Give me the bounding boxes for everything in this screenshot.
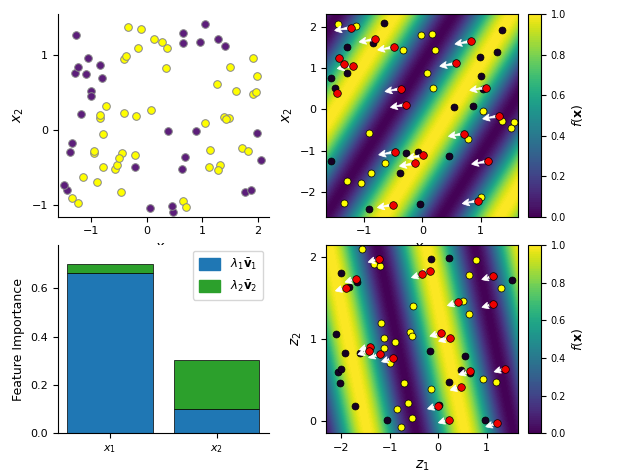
Bar — [67, 273, 152, 433]
Legend: $\lambda_1\bar{\mathbf{v}}_1$, $\lambda_2\bar{\mathbf{v}}_2$: $\lambda_1\bar{\mathbf{v}}_1$, $\lambda_… — [193, 251, 263, 300]
Y-axis label: $x_2$: $x_2$ — [12, 107, 26, 123]
Y-axis label: $x_2$: $x_2$ — [280, 107, 294, 123]
Y-axis label: $z_2$: $z_2$ — [289, 332, 304, 346]
Y-axis label: $f(\mathbf{x})$: $f(\mathbf{x})$ — [570, 327, 585, 351]
Bar — [67, 263, 152, 273]
Y-axis label: $f(\mathbf{x})$: $f(\mathbf{x})$ — [570, 104, 585, 127]
X-axis label: $x_1$: $x_1$ — [415, 242, 430, 256]
Y-axis label: Feature Importance: Feature Importance — [12, 277, 24, 401]
Bar — [174, 360, 259, 409]
X-axis label: $z_1$: $z_1$ — [415, 459, 429, 471]
X-axis label: $x_1$: $x_1$ — [156, 242, 171, 256]
Bar — [174, 409, 259, 433]
